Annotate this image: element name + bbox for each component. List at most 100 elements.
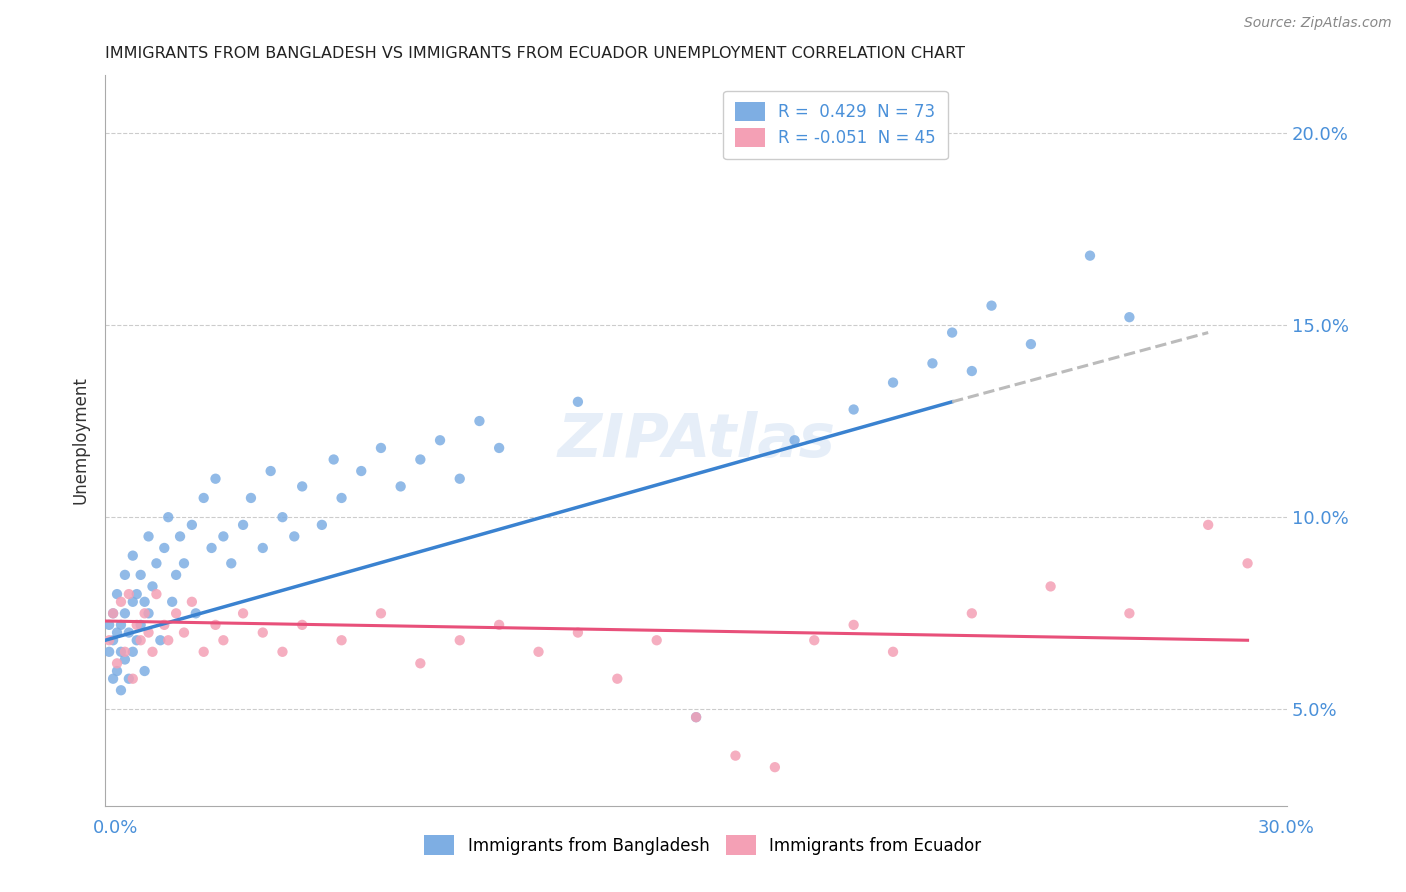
Point [105, 587, 128, 601]
Point [134, 595, 156, 609]
Point [882, 645, 904, 659]
Point [567, 394, 589, 409]
Point [271, 510, 294, 524]
Point [1019, 337, 1042, 351]
Point [488, 441, 510, 455]
Text: ZIPAtlas: ZIPAtlas [557, 410, 835, 470]
Point [114, 607, 136, 621]
Point [232, 607, 254, 621]
Point [118, 672, 141, 686]
Point [125, 633, 148, 648]
Point [173, 557, 195, 571]
Point [165, 607, 187, 621]
Point [121, 672, 143, 686]
Point [1039, 579, 1062, 593]
Point [409, 452, 432, 467]
Point [110, 683, 132, 698]
Point [118, 587, 141, 601]
Point [193, 645, 215, 659]
Point [1118, 607, 1140, 621]
Point [121, 595, 143, 609]
Point [169, 529, 191, 543]
Point [389, 479, 412, 493]
Text: 30.0%: 30.0% [1258, 819, 1315, 837]
Point [252, 625, 274, 640]
Point [98, 618, 121, 632]
Point [121, 645, 143, 659]
Point [219, 557, 242, 571]
Point [322, 452, 344, 467]
Point [468, 414, 491, 428]
Point [449, 633, 471, 648]
Point [311, 517, 333, 532]
Point [129, 618, 152, 632]
Point [118, 625, 141, 640]
Point [180, 595, 202, 609]
Point [291, 618, 314, 632]
Point [110, 595, 132, 609]
Point [101, 633, 124, 648]
Point [180, 517, 202, 532]
Point [980, 299, 1002, 313]
Point [429, 434, 451, 448]
Point [193, 491, 215, 505]
Point [114, 652, 136, 666]
Point [685, 710, 707, 724]
Point [1078, 249, 1101, 263]
Point [157, 633, 180, 648]
Point [842, 618, 865, 632]
Text: Source: ZipAtlas.com: Source: ZipAtlas.com [1244, 16, 1392, 30]
Point [129, 633, 152, 648]
Point [941, 326, 963, 340]
Point [960, 607, 983, 621]
Point [145, 557, 167, 571]
Point [141, 579, 163, 593]
Point [125, 618, 148, 632]
Point [98, 633, 121, 648]
Y-axis label: Unemployment: Unemployment [72, 376, 89, 504]
Point [101, 607, 124, 621]
Point [200, 541, 222, 555]
Point [239, 491, 262, 505]
Legend: R =  0.429  N = 73, R = -0.051  N = 45: R = 0.429 N = 73, R = -0.051 N = 45 [724, 90, 948, 159]
Point [960, 364, 983, 378]
Point [165, 567, 187, 582]
Point [101, 672, 124, 686]
Point [157, 510, 180, 524]
Point [724, 748, 747, 763]
Point [1118, 310, 1140, 325]
Point [370, 441, 392, 455]
Point [783, 434, 806, 448]
Point [134, 607, 156, 621]
Point [283, 529, 305, 543]
Point [101, 607, 124, 621]
Point [105, 664, 128, 678]
Point [271, 645, 294, 659]
Point [114, 645, 136, 659]
Point [1236, 557, 1258, 571]
Point [110, 618, 132, 632]
Point [204, 472, 226, 486]
Point [110, 645, 132, 659]
Point [232, 517, 254, 532]
Point [105, 625, 128, 640]
Point [330, 633, 353, 648]
Point [138, 625, 160, 640]
Point [138, 607, 160, 621]
Point [842, 402, 865, 417]
Point [129, 567, 152, 582]
Point [252, 541, 274, 555]
Point [803, 633, 825, 648]
Point [921, 356, 943, 370]
Point [1197, 517, 1219, 532]
Point [138, 529, 160, 543]
Point [121, 549, 143, 563]
Point [763, 760, 786, 774]
Point [134, 664, 156, 678]
Point [114, 567, 136, 582]
Legend: Immigrants from Bangladesh, Immigrants from Ecuador: Immigrants from Bangladesh, Immigrants f… [418, 829, 988, 862]
Point [145, 587, 167, 601]
Point [449, 472, 471, 486]
Point [212, 633, 235, 648]
Point [173, 625, 195, 640]
